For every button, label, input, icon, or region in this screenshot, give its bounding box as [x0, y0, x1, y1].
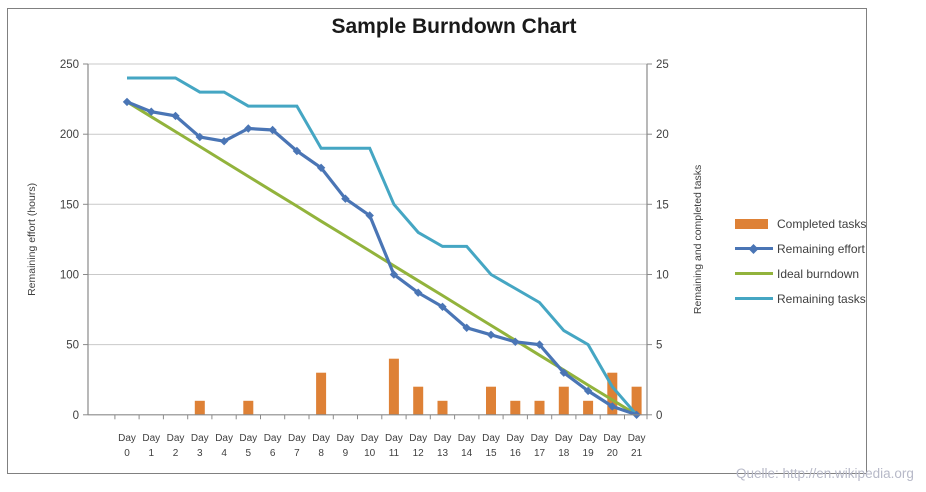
svg-text:Day: Day [409, 433, 427, 444]
bar-swatch-icon [735, 218, 774, 229]
svg-text:8: 8 [318, 448, 324, 459]
svg-text:10: 10 [364, 448, 376, 459]
svg-text:Day: Day [434, 433, 452, 444]
svg-text:13: 13 [437, 448, 449, 459]
svg-text:Day: Day [337, 433, 355, 444]
svg-text:100: 100 [60, 270, 79, 282]
legend-item-remaining-effort: Remaining effort [735, 236, 866, 261]
svg-text:Day: Day [482, 433, 500, 444]
svg-text:Day: Day [579, 433, 597, 444]
legend-label: Remaining tasks [777, 291, 866, 306]
svg-text:Remaining and completed tasks: Remaining and completed tasks [692, 165, 704, 314]
svg-text:Day: Day [191, 433, 209, 444]
svg-text:50: 50 [66, 340, 79, 352]
svg-text:21: 21 [631, 448, 643, 459]
svg-text:17: 17 [534, 448, 546, 459]
legend: Completed tasks Remaining effort Ideal b… [735, 211, 866, 311]
svg-text:Day: Day [506, 433, 524, 444]
legend-label: Completed tasks [777, 216, 867, 231]
svg-text:20: 20 [607, 448, 619, 459]
svg-text:5: 5 [656, 340, 662, 352]
svg-text:Day: Day [361, 433, 379, 444]
svg-text:Day: Day [385, 433, 403, 444]
svg-text:Day: Day [312, 433, 330, 444]
svg-text:150: 150 [60, 199, 79, 211]
svg-text:Remaining effort (hours): Remaining effort (hours) [26, 183, 38, 296]
source-note: Quelle: http://en.wikipedia.org [736, 466, 914, 481]
svg-text:12: 12 [413, 448, 425, 459]
line-swatch-icon [735, 297, 774, 300]
chart-title: Sample Burndown Chart [331, 15, 577, 38]
svg-text:14: 14 [461, 448, 473, 459]
svg-text:200: 200 [60, 129, 79, 141]
svg-text:Day: Day [628, 433, 646, 444]
svg-text:19: 19 [583, 448, 595, 459]
svg-text:20: 20 [656, 129, 669, 141]
svg-text:Day: Day [288, 433, 306, 444]
svg-text:250: 250 [60, 59, 79, 71]
legend-item-completed-tasks: Completed tasks [735, 211, 866, 236]
svg-text:0: 0 [656, 410, 662, 422]
svg-text:Day: Day [167, 433, 185, 444]
svg-text:Day: Day [531, 433, 549, 444]
svg-text:3: 3 [197, 448, 203, 459]
svg-text:2: 2 [173, 448, 179, 459]
line-diamond-swatch-icon [735, 243, 774, 254]
svg-text:7: 7 [294, 448, 300, 459]
svg-text:Day: Day [603, 433, 621, 444]
svg-text:1: 1 [149, 448, 155, 459]
svg-text:Day: Day [458, 433, 476, 444]
chart-frame [7, 8, 867, 474]
legend-item-remaining-tasks: Remaining tasks [735, 286, 866, 311]
svg-text:Day: Day [215, 433, 233, 444]
legend-item-ideal-burndown: Ideal burndown [735, 261, 866, 286]
svg-text:15: 15 [656, 199, 669, 211]
svg-text:Day: Day [555, 433, 573, 444]
svg-text:6: 6 [270, 448, 276, 459]
legend-label: Ideal burndown [777, 266, 860, 281]
line-swatch-icon [735, 272, 774, 275]
svg-text:0: 0 [73, 410, 79, 422]
svg-text:Day: Day [142, 433, 160, 444]
svg-text:15: 15 [485, 448, 497, 459]
svg-text:11: 11 [389, 448, 400, 459]
svg-text:Day: Day [264, 433, 282, 444]
svg-text:0: 0 [124, 448, 130, 459]
svg-text:5: 5 [246, 448, 252, 459]
legend-label: Remaining effort [777, 241, 865, 256]
svg-text:18: 18 [558, 448, 570, 459]
svg-text:Day: Day [118, 433, 136, 444]
svg-text:10: 10 [656, 270, 669, 282]
svg-text:4: 4 [221, 448, 227, 459]
svg-text:Day: Day [239, 433, 257, 444]
svg-text:25: 25 [656, 59, 669, 71]
svg-text:9: 9 [343, 448, 349, 459]
svg-text:16: 16 [510, 448, 522, 459]
